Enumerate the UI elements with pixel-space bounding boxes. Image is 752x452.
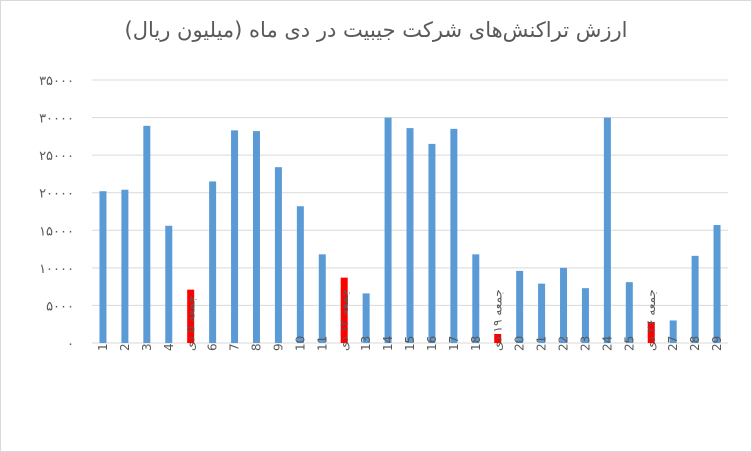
bar [516,270,524,343]
x-tick-label: 28 [688,336,702,351]
x-tick-label: 4 [162,343,176,351]
bar-friday [187,289,195,343]
bar [143,125,151,343]
bar-friday [494,333,502,343]
x-tick-label: 21 [535,336,549,351]
bar [560,267,568,343]
x-tick-label: 27 [666,336,680,351]
y-tick-label: ۳۰۰۰۰ [39,112,74,127]
bar [713,225,721,343]
bar [472,254,480,343]
x-tick-label: 6 [206,343,220,351]
x-tick-label: 23 [578,336,592,351]
bar [209,181,217,343]
bar [274,167,282,343]
x-tick-label: 25 [622,336,636,351]
bars [99,117,721,343]
x-tick-label: 29 [710,336,724,351]
bar [121,189,129,343]
x-tick-label: 9 [271,343,285,351]
bar [669,320,677,343]
x-tick-label: 2 [118,343,132,351]
x-tick-label: جمعه ۱۲ دی [337,289,351,351]
bar [625,282,633,343]
y-tick-label: ۲۵۰۰۰ [39,149,74,164]
y-tick-label: ۰ [67,337,74,352]
bar [428,143,436,343]
x-tick-label: 20 [513,336,527,351]
x-tick-label: 11 [315,336,329,351]
bar [691,255,699,343]
x-tick-label: 16 [425,336,439,351]
x-tick-label: 18 [469,336,483,351]
y-tick-label: ۵۰۰۰ [46,299,74,314]
x-tick-label: 22 [557,336,571,351]
bar [581,288,589,343]
chart-title: ارزش تراکنش‌های شرکت جیبیت در دی ماه (می… [124,18,628,42]
x-tick-label: 3 [140,343,154,351]
bar [231,130,239,343]
bar [384,117,392,343]
x-tick-label: 24 [600,336,614,351]
x-tick-label: 14 [381,336,395,351]
bar-friday [647,321,655,343]
y-tick-label: ۱۵۰۰۰ [39,224,74,239]
x-tick-label: 1 [96,343,110,351]
bar [538,283,546,343]
x-tick-label: جمعه ۱۹ دی [491,289,505,351]
y-tick-label: ۲۰۰۰۰ [39,187,74,202]
x-tick-label: 13 [359,336,373,351]
x-tick-label: 10 [293,336,307,351]
x-tick-label: 8 [249,343,263,351]
bar [603,117,611,343]
bar [406,128,414,343]
bar [362,293,370,343]
y-tick-label: ۳۵۰۰۰ [39,74,74,89]
bar [252,131,260,343]
bar-friday [340,277,348,343]
bar [296,206,304,343]
x-tick-label: 15 [403,336,417,351]
x-tick-label: 7 [228,343,242,351]
x-tick-label: جمعه ۲۶ دی [644,289,658,351]
bar [318,254,326,343]
x-tick-label: 17 [447,336,461,351]
x-tick-label: جمعه ۵ دی [184,296,198,351]
bar [165,225,173,343]
bar [99,191,107,343]
y-axis-ticks: ۰ ۵۰۰۰ ۱۰۰۰۰ ۱۵۰۰۰ ۲۰۰۰۰ ۲۵۰۰۰ ۳۰۰۰۰ ۳۵۰۰۰ [39,74,74,352]
bar [450,128,458,343]
y-tick-label: ۱۰۰۰۰ [39,262,74,277]
